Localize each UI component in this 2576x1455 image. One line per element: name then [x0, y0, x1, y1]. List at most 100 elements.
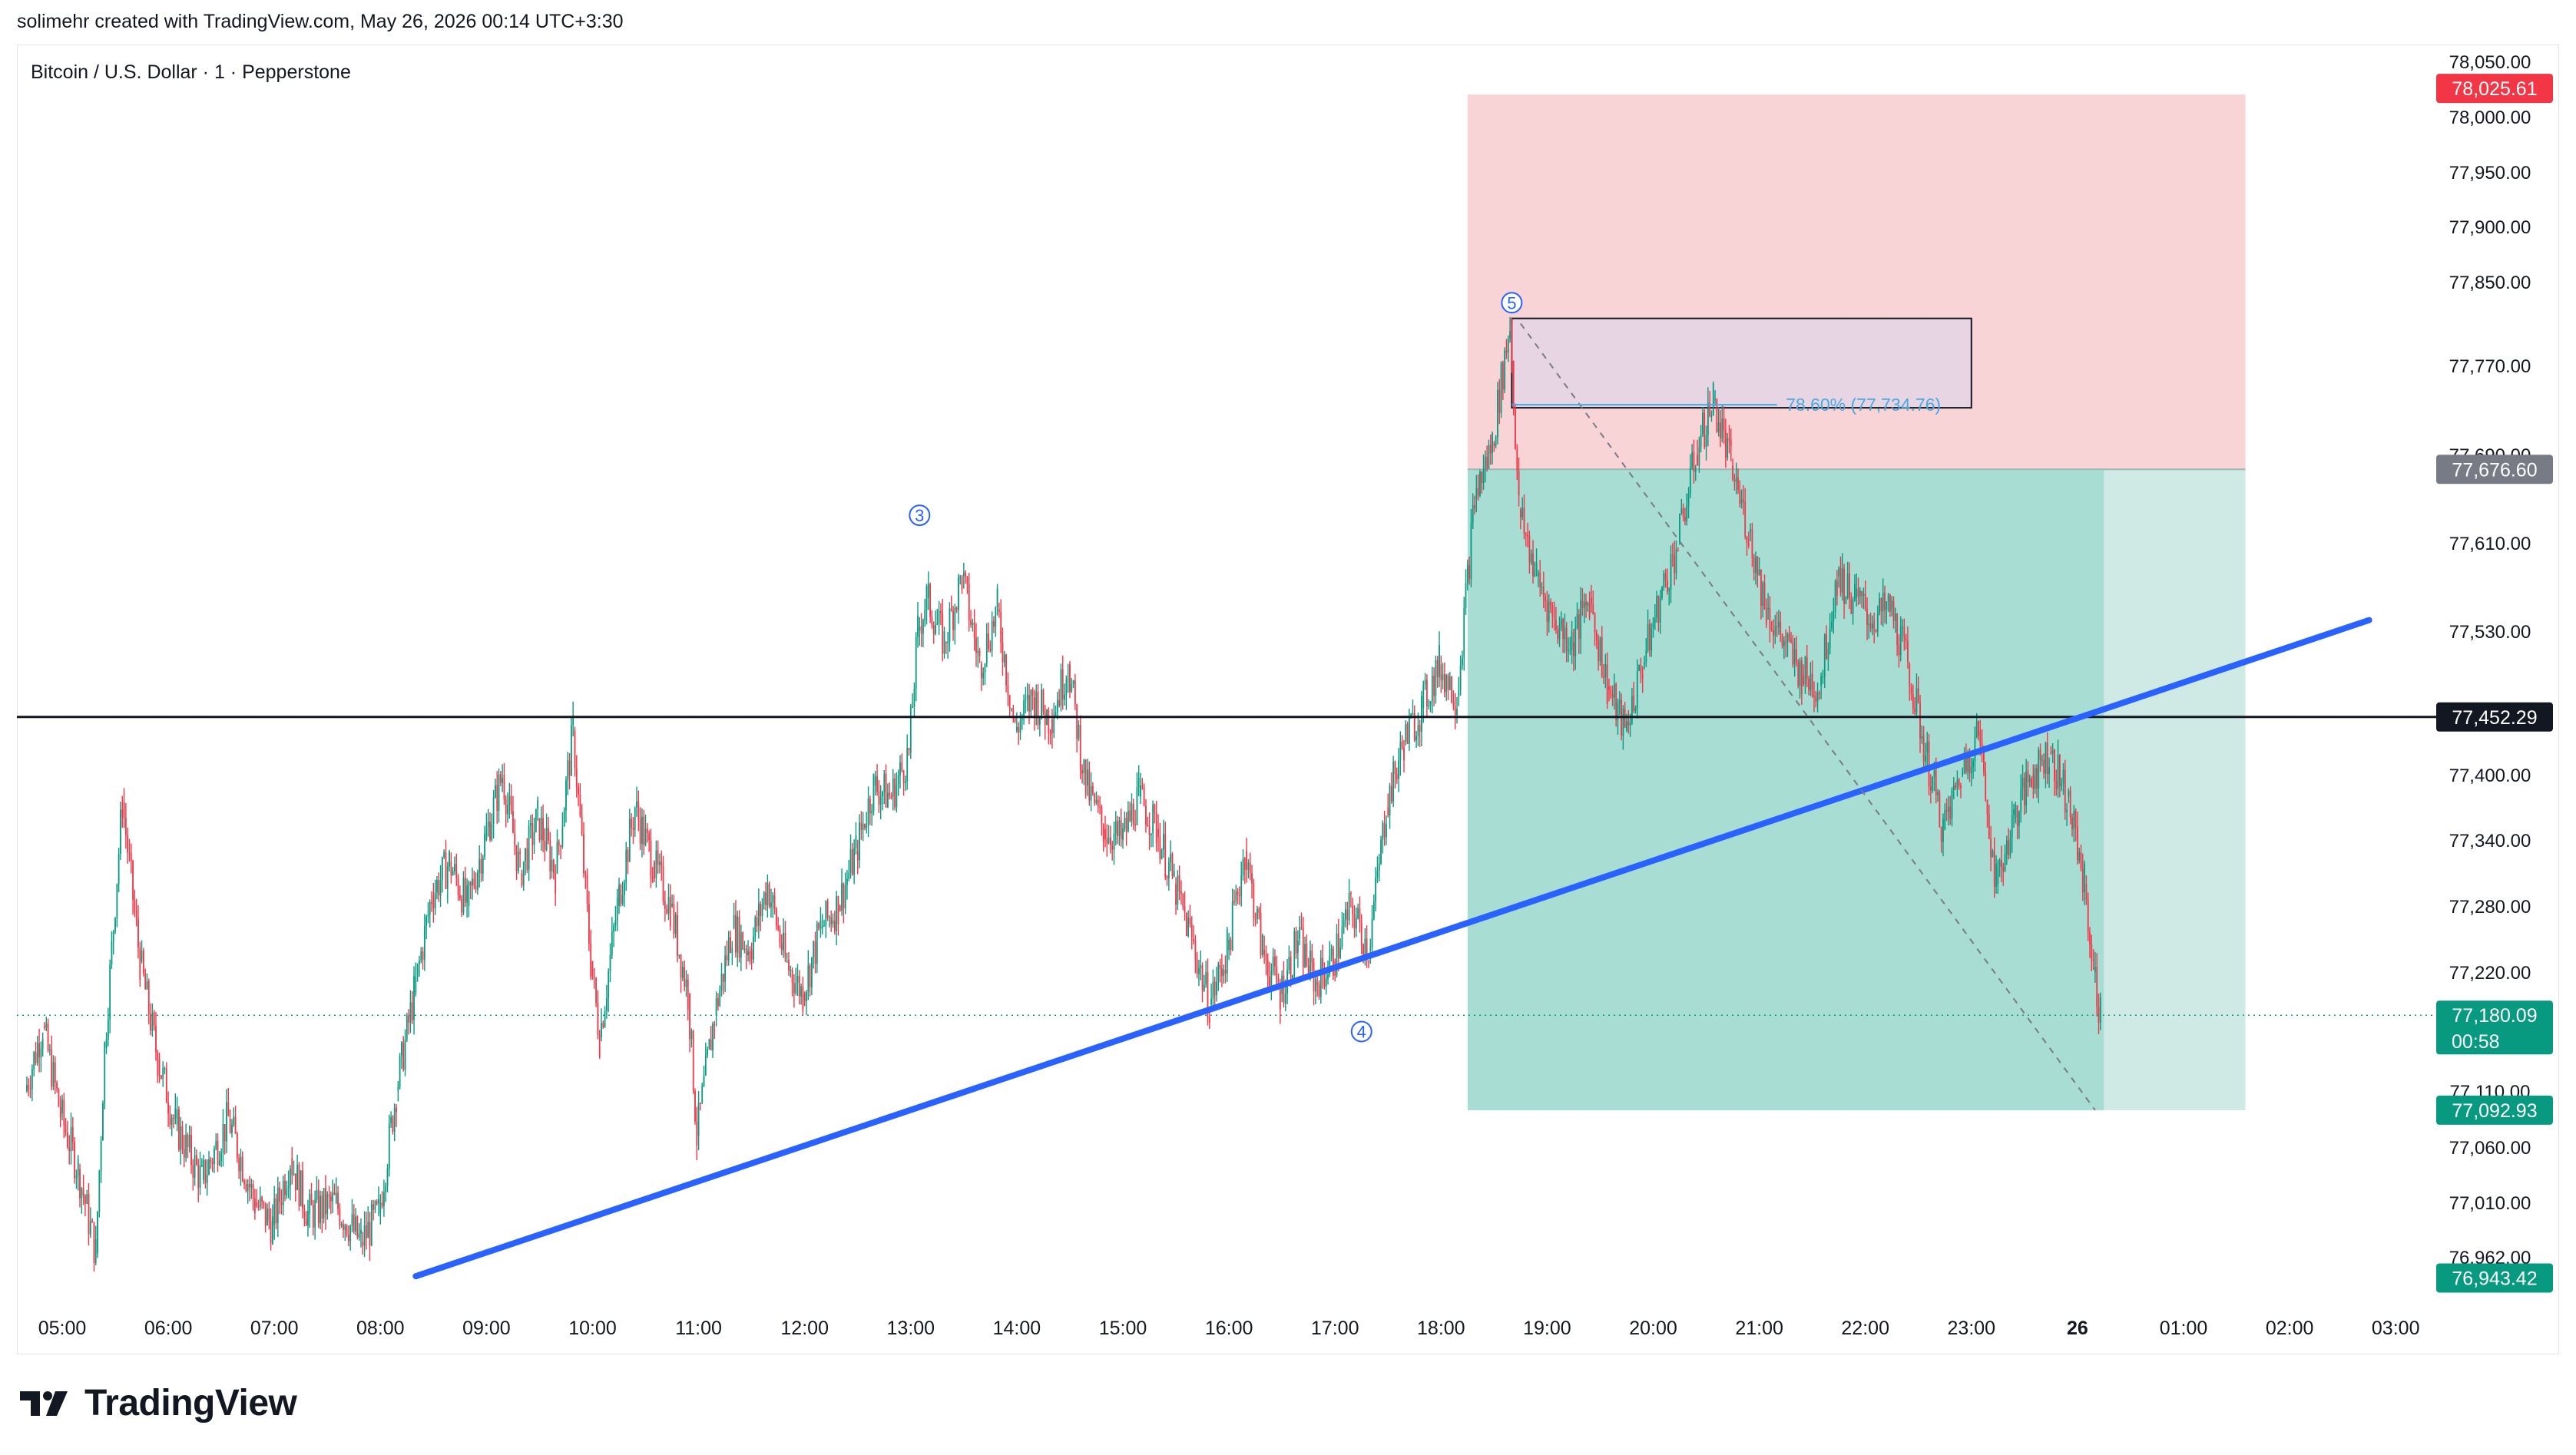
time-tick-label: 14:00: [993, 1318, 1041, 1339]
candle-body: [1194, 941, 1197, 960]
candle-body: [973, 622, 975, 638]
candle-body: [98, 1170, 101, 1212]
candle-body: [196, 1155, 197, 1165]
candle-body: [1382, 822, 1384, 840]
candle-body: [1175, 884, 1177, 905]
candle-body: [452, 871, 454, 875]
candle-body: [613, 926, 615, 932]
candle-body: [2008, 840, 2010, 855]
candle-body: [1691, 451, 1694, 468]
candle-body: [1578, 613, 1580, 640]
candle-body: [261, 1197, 263, 1202]
candle-body: [542, 818, 544, 842]
candle-body: [1783, 640, 1785, 646]
candle-body: [846, 878, 848, 885]
candle-body: [2084, 863, 2086, 893]
candle-body: [1585, 601, 1587, 606]
candle-body: [1337, 933, 1339, 958]
candle-body: [961, 576, 963, 590]
candle-body: [194, 1155, 196, 1178]
candle-body: [666, 909, 668, 914]
candle-body: [409, 1002, 412, 1023]
candle-body: [1505, 350, 1508, 353]
candle-body: [1346, 909, 1349, 921]
candle-body: [1868, 623, 1870, 625]
candle-body: [618, 885, 620, 906]
candle-body: [943, 631, 945, 654]
candle-body: [1249, 862, 1251, 874]
candle-body: [1806, 656, 1808, 680]
candle-body: [1939, 792, 1941, 828]
candle-body: [1933, 770, 1935, 777]
candle-body: [1580, 600, 1582, 640]
candle-body: [1148, 826, 1151, 835]
candle-body: [1084, 759, 1087, 795]
candle-body: [977, 650, 979, 653]
candle-body: [107, 1019, 109, 1040]
candle-body: [685, 979, 687, 987]
candle-body: [515, 845, 518, 871]
candle-body: [1341, 926, 1343, 947]
candle-body: [634, 808, 636, 830]
candle-body: [730, 937, 731, 954]
candle-body: [1072, 680, 1074, 685]
candle-body: [473, 878, 475, 886]
candle-body: [1562, 619, 1564, 640]
candle-body: [819, 920, 822, 929]
candle-body: [1542, 587, 1545, 597]
candle-body: [1831, 621, 1833, 629]
candle-body: [298, 1165, 300, 1206]
candle-body: [1323, 974, 1326, 987]
candle-body: [833, 920, 836, 931]
candle-body: [1929, 786, 1932, 791]
price-tick-label: 78,050.00: [2449, 52, 2531, 73]
candle-body: [1095, 799, 1098, 804]
candle-body: [2092, 959, 2094, 962]
candle-body: [124, 818, 127, 835]
candle-body: [731, 947, 733, 954]
candle-body: [1378, 864, 1380, 871]
symbol-title[interactable]: Bitcoin / U.S. Dollar · 1 · Pepperstone: [31, 61, 351, 83]
candle-body: [1311, 951, 1313, 963]
candle-body: [1269, 976, 1270, 987]
price-tick-label: 77,220.00: [2449, 963, 2531, 984]
candle-body: [1258, 908, 1260, 913]
candle-body: [586, 875, 588, 904]
candle-body: [1647, 623, 1649, 650]
candle-body: [2020, 788, 2022, 812]
candle-body: [1147, 825, 1149, 827]
candle-body: [1131, 803, 1133, 822]
candle-body: [1833, 611, 1835, 622]
candle-body: [531, 823, 534, 845]
candle-body: [1705, 435, 1707, 447]
candle-body: [333, 1192, 336, 1195]
candle-body: [1595, 632, 1598, 640]
candle-body: [157, 1052, 159, 1076]
candle-body: [1157, 828, 1159, 838]
candle-body: [627, 849, 629, 862]
candle-body: [1940, 827, 1942, 842]
candle-body: [1967, 755, 1969, 772]
tradingview-logo[interactable]: TradingView: [20, 1382, 297, 1424]
candle-body: [687, 979, 689, 1010]
candle-body: [335, 1192, 337, 1202]
candle-body: [1800, 660, 1803, 695]
candle-body: [1919, 703, 1921, 739]
candle-body: [1995, 863, 1997, 887]
candle-body: [925, 586, 928, 610]
candle-body: [52, 1062, 55, 1087]
candle-body: [1811, 673, 1813, 696]
candle-body: [958, 577, 959, 610]
candle-body: [1111, 845, 1114, 850]
candle-body: [1988, 814, 1990, 839]
candle-body: [1627, 721, 1630, 726]
candle-body: [1468, 565, 1471, 579]
candle-body: [1978, 720, 1979, 736]
candle-body: [386, 1168, 389, 1186]
time-tick-label: 16:00: [1205, 1318, 1253, 1339]
candle-body: [922, 620, 924, 634]
candle-body: [1664, 573, 1667, 581]
time-tick-label: 02:00: [2266, 1318, 2314, 1339]
candle-body: [1746, 536, 1748, 543]
